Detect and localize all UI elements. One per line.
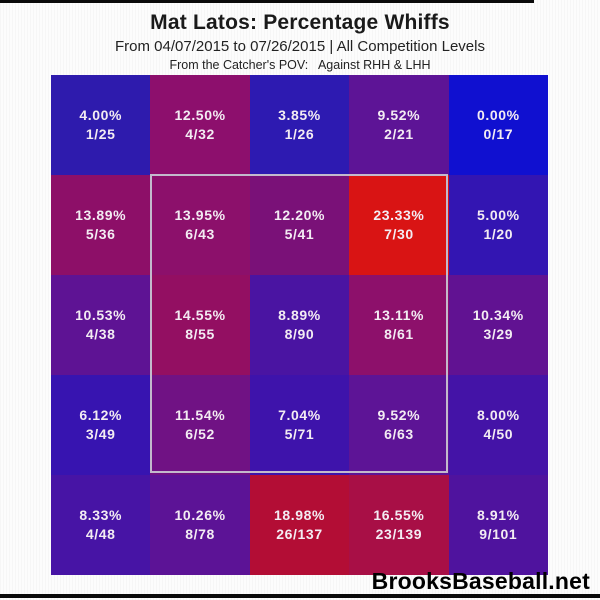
cell-pct-label: 18.98%: [273, 507, 326, 523]
cell-pct-label: 12.50%: [174, 107, 226, 123]
cell-fraction-label: 9/101: [479, 526, 518, 542]
cell-pct-label: 16.55%: [373, 507, 425, 523]
cell-fraction-label: 5/71: [284, 426, 315, 442]
heatmap-cell: 10.53% 4/38: [51, 275, 151, 375]
cell-fraction-label: 8/90: [284, 326, 315, 342]
heatmap-cell: 13.11% 8/61: [349, 275, 449, 375]
cell-pct-label: 12.20%: [273, 207, 326, 223]
heatmap-cell: 8.89% 8/90: [249, 275, 350, 375]
cell-pct-label: 0.00%: [476, 107, 520, 123]
cell-fraction-label: 4/48: [85, 526, 116, 542]
cell-fraction-label: 8/55: [185, 326, 215, 342]
heatmap-cell: 9.52% 2/21: [349, 75, 449, 175]
cell-pct-label: 8.00%: [476, 407, 520, 423]
heatmap-cell: 8.00% 4/50: [448, 375, 548, 475]
cell-fraction-label: 6/43: [185, 226, 215, 242]
heatmap-cell: 3.85% 1/26: [249, 75, 350, 175]
cell-fraction-label: 1/25: [85, 126, 116, 142]
cell-pct-label: 14.55%: [174, 307, 226, 323]
cell-pct-label: 13.95%: [174, 207, 226, 223]
heatmap-cell: 18.98% 26/137: [249, 475, 350, 575]
heatmap-cell: 14.55% 8/55: [150, 275, 250, 375]
heatmap-cell: 0.00% 0/17: [448, 75, 548, 175]
cell-pct-label: 11.54%: [174, 407, 226, 423]
heatmap-cell: 12.50% 4/32: [150, 75, 250, 175]
heatmap-cell: 4.00% 1/25: [51, 75, 151, 175]
bottom-border-line: [0, 594, 600, 598]
cell-fraction-label: 2/21: [384, 126, 414, 142]
cell-fraction-label: 5/41: [284, 226, 315, 242]
page-title: Mat Latos: Percentage Whiffs: [150, 11, 450, 34]
cell-pct-label: 3.85%: [278, 107, 321, 123]
cell-pct-label: 13.89%: [75, 207, 127, 223]
cell-fraction-label: 1/20: [483, 226, 514, 242]
cell-pct-label: 10.34%: [472, 307, 524, 323]
cell-fraction-label: 8/78: [185, 526, 215, 542]
cell-fraction-label: 8/61: [384, 326, 414, 342]
cell-pct-label: 13.11%: [373, 307, 425, 323]
cell-fraction-label: 0/17: [483, 126, 514, 142]
whiff-heatmap-grid: 4.00% 1/25 12.50% 4/32 3.85% 1/26 9.52% 2/21 0.0…: [51, 75, 548, 575]
cell-fraction-label: 26/137: [276, 526, 323, 542]
heatmap-cell: 8.91% 9/101: [448, 475, 548, 575]
pov-subtitle: From the Catcher's POV: Against RHH & LH…: [169, 58, 431, 72]
cell-fraction-label: 1/26: [284, 126, 315, 142]
cell-fraction-label: 7/30: [384, 226, 414, 242]
date-range-subtitle: From 04/07/2015 to 07/26/2015 | All Comp…: [115, 38, 485, 55]
cell-pct-label: 5.00%: [476, 207, 520, 223]
heatmap-cell: 7.04% 5/71: [249, 375, 350, 475]
cell-fraction-label: 23/139: [375, 526, 423, 542]
cell-fraction-label: 6/52: [185, 426, 215, 442]
heatmap-cell: 10.26% 8/78: [150, 475, 250, 575]
cell-pct-label: 7.04%: [278, 407, 321, 423]
chart-header: Mat Latos: Percentage Whiffs From 04/07/…: [0, 11, 600, 72]
cell-pct-label: 4.00%: [79, 107, 123, 123]
heatmap-cell: 13.89% 5/36: [51, 175, 151, 275]
cell-pct-label: 8.33%: [79, 507, 123, 523]
cell-pct-label: 10.53%: [75, 307, 127, 323]
heatmap-cell: 6.12% 3/49: [51, 375, 151, 475]
cell-pct-label: 9.52%: [377, 407, 421, 423]
heatmap-cell: 8.33% 4/48: [51, 475, 151, 575]
cell-pct-label: 8.91%: [476, 507, 520, 523]
cell-pct-label: 6.12%: [79, 407, 123, 423]
heatmap-cell: 5.00% 1/20: [448, 175, 548, 275]
heatmap-cell: 23.33% 7/30: [349, 175, 449, 275]
cell-fraction-label: 4/32: [185, 126, 215, 142]
cell-fraction-label: 6/63: [384, 426, 414, 442]
top-border-line: [0, 0, 534, 3]
heatmap-cell: 9.52% 6/63: [349, 375, 449, 475]
cell-pct-label: 8.89%: [278, 307, 321, 323]
cell-fraction-label: 3/29: [483, 326, 514, 342]
heatmap-cell: 11.54% 6/52: [150, 375, 250, 475]
cell-pct-label: 9.52%: [377, 107, 421, 123]
brooksbaseball-branding: BrooksBaseball.net: [371, 568, 590, 594]
cell-fraction-label: 4/50: [483, 426, 514, 442]
cell-fraction-label: 5/36: [85, 226, 116, 242]
cell-pct-label: 10.26%: [174, 507, 226, 523]
heatmap-cell: 13.95% 6/43: [150, 175, 250, 275]
heatmap-cell: 10.34% 3/29: [448, 275, 548, 375]
cell-fraction-label: 4/38: [85, 326, 116, 342]
heatmap-cell: 12.20% 5/41: [249, 175, 350, 275]
heatmap-cell: 16.55% 23/139: [349, 475, 449, 575]
cell-pct-label: 23.33%: [373, 207, 425, 223]
cell-fraction-label: 3/49: [85, 426, 116, 442]
